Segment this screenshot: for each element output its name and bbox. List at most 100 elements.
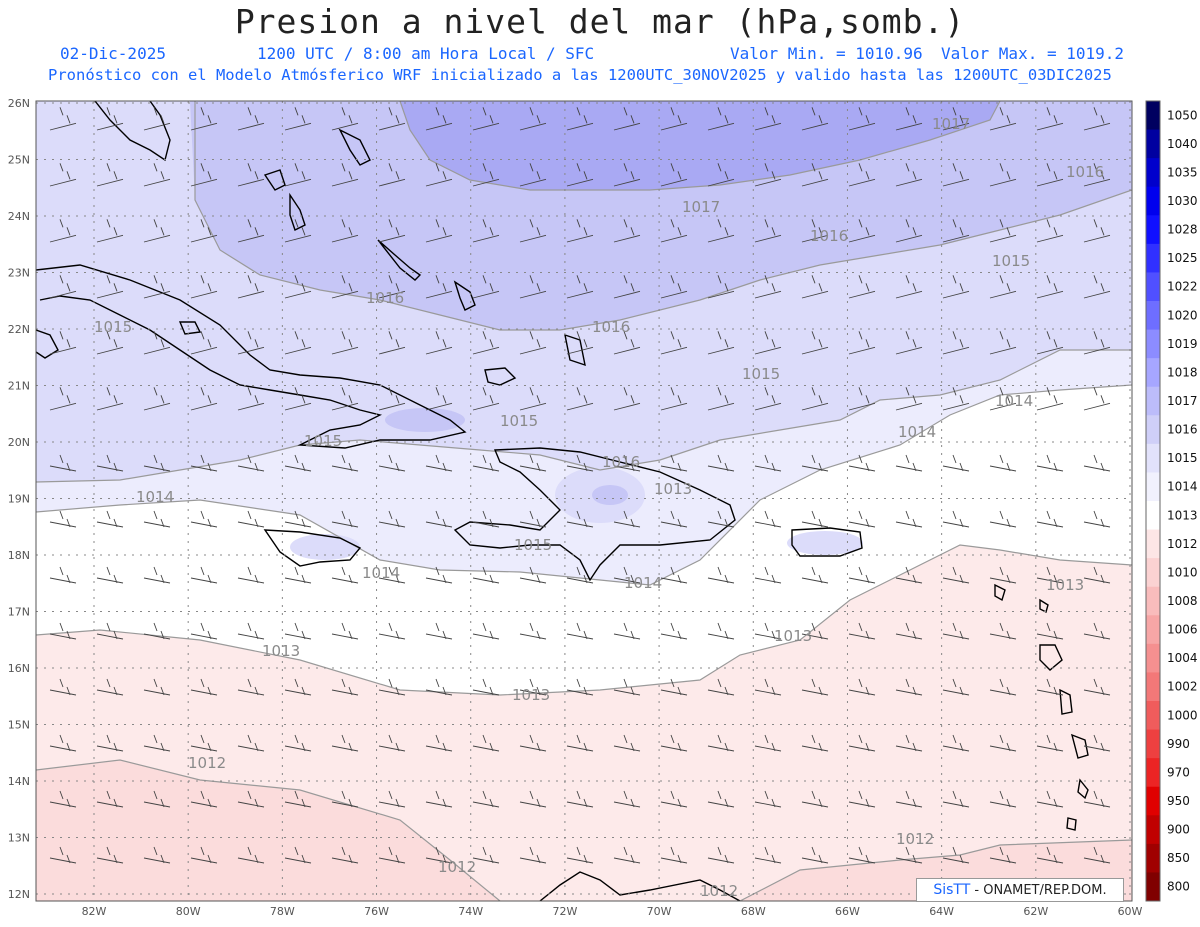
wind-barb xyxy=(519,622,547,640)
wind-barb xyxy=(707,678,735,696)
longitude-label: 78W xyxy=(270,905,295,918)
wind-barb xyxy=(284,163,312,187)
wind-barb xyxy=(378,219,406,243)
wind-barb xyxy=(613,510,641,528)
latitude-label: 12N xyxy=(8,888,30,901)
wind-barb xyxy=(707,454,735,472)
wind-barb xyxy=(989,846,1017,864)
wind-barb xyxy=(49,622,77,640)
wind-barb xyxy=(895,107,923,131)
wind-barb xyxy=(566,219,594,243)
longitude-label: 80W xyxy=(176,905,201,918)
wind-barb xyxy=(895,454,923,472)
isobar-label: 1015 xyxy=(514,536,552,554)
wind-barb xyxy=(425,219,453,243)
isobars xyxy=(36,101,1132,901)
wind-barb xyxy=(895,331,923,355)
isobar-labels: 1017 1017 1016 1016 1016 1016 1016 1015 … xyxy=(94,115,1104,900)
model-info: Pronóstico con el Modelo Atmósferico WRF… xyxy=(48,66,1112,84)
wind-barb xyxy=(1036,331,1064,355)
wind-barb xyxy=(707,846,735,864)
wind-barb xyxy=(143,510,171,528)
colorbar-swatch xyxy=(1146,301,1160,331)
wind-barb xyxy=(378,790,406,808)
colorbar: 1050 1040 1035 1030 1028 1025 1022 1020 1019 1018… xyxy=(1145,100,1198,902)
wind-barb xyxy=(848,622,876,640)
lesser-antilles-1 xyxy=(1039,644,1063,671)
wind-barb xyxy=(801,510,829,528)
yucatan-tip xyxy=(36,329,59,359)
isobar-label: 1015 xyxy=(742,365,780,383)
wind-barb xyxy=(378,163,406,187)
wind-barb xyxy=(143,566,171,584)
wind-barb xyxy=(96,566,124,584)
wind-barb xyxy=(848,846,876,864)
latitude-labels: 26N 25N 24N 23N 22N 21N 20N 19N 18N 17N 16N 15N 14N 1… xyxy=(8,97,30,901)
colorbar-swatch xyxy=(1146,272,1160,302)
wind-barb xyxy=(989,107,1017,131)
colorbar-swatch xyxy=(1146,186,1160,216)
wind-barb xyxy=(566,510,594,528)
wind-barb xyxy=(660,846,688,864)
isobar-label: 1014 xyxy=(362,564,400,582)
wind-barb xyxy=(331,566,359,584)
wind-barb xyxy=(143,454,171,472)
brand-logo: SisTT xyxy=(933,882,971,898)
wind-barb xyxy=(49,790,77,808)
wind-barb xyxy=(942,846,970,864)
wind-barb xyxy=(895,678,923,696)
wind-barb xyxy=(989,510,1017,528)
bahamas-2 xyxy=(289,192,306,231)
bahamas-4 xyxy=(377,239,422,281)
wind-barb xyxy=(472,454,500,472)
wind-barb xyxy=(1036,678,1064,696)
wind-barb xyxy=(801,163,829,187)
wind-barb xyxy=(519,454,547,472)
wind-barb xyxy=(378,678,406,696)
wind-barb xyxy=(190,510,218,528)
latitude-label: 23N xyxy=(8,267,30,280)
wind-barb xyxy=(801,454,829,472)
wind-barb xyxy=(331,510,359,528)
wind-barb xyxy=(942,387,970,411)
wind-barb xyxy=(519,387,547,411)
wind-barb xyxy=(519,790,547,808)
wind-barb xyxy=(660,163,688,187)
wind-barb xyxy=(425,107,453,131)
wind-barb xyxy=(96,387,124,411)
forecast-date: 02-Dic-2025 xyxy=(60,44,166,63)
wind-barb xyxy=(472,510,500,528)
wind-barb xyxy=(143,790,171,808)
wind-barb xyxy=(848,510,876,528)
wind-barb xyxy=(1083,387,1111,411)
colorbar-label: 1040 xyxy=(1167,137,1198,151)
wind-barb xyxy=(190,219,218,243)
colorbar-swatch xyxy=(1146,329,1160,359)
wind-barb xyxy=(1083,790,1111,808)
wind-barb xyxy=(284,219,312,243)
wind-barb xyxy=(566,275,594,299)
wind-barb xyxy=(425,163,453,187)
colorbar-label: 1020 xyxy=(1167,308,1198,322)
wind-barb xyxy=(143,846,171,864)
colorbar-label: 900 xyxy=(1167,823,1190,837)
latitude-label: 16N xyxy=(8,662,30,675)
colorbar-swatch xyxy=(1146,472,1160,502)
isobar-label: 1017 xyxy=(932,115,970,133)
wind-barb xyxy=(942,454,970,472)
wind-barb xyxy=(613,331,641,355)
colorbar-swatch xyxy=(1146,529,1160,559)
isobar-label: 1015 xyxy=(992,252,1030,270)
wind-barb xyxy=(331,163,359,187)
wind-barb xyxy=(519,331,547,355)
latitude-label: 19N xyxy=(8,493,30,506)
wind-barb xyxy=(49,275,77,299)
wind-barb xyxy=(1083,219,1111,243)
wind-barb xyxy=(848,678,876,696)
puertorico-coast xyxy=(791,527,863,557)
wind-barb xyxy=(848,219,876,243)
wind-barb xyxy=(472,734,500,752)
wind-barb xyxy=(566,846,594,864)
wind-barb xyxy=(566,622,594,640)
bahamas-5 xyxy=(453,280,476,311)
